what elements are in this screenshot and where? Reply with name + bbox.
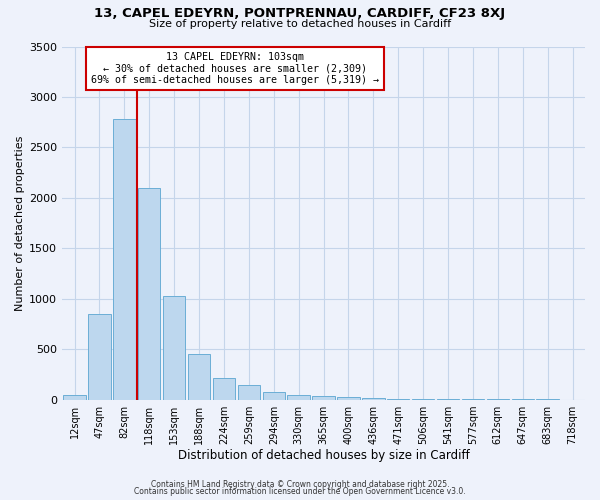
Bar [337,397,359,400]
Text: 13 CAPEL EDEYRN: 103sqm
← 30% of detached houses are smaller (2,309)
69% of semi: 13 CAPEL EDEYRN: 103sqm ← 30% of detache… [91,52,379,85]
Bar [387,398,409,400]
Bar [362,398,385,400]
Bar [287,394,310,400]
Bar [263,392,285,400]
Text: 13, CAPEL EDEYRN, PONTPRENNAU, CARDIFF, CF23 8XJ: 13, CAPEL EDEYRN, PONTPRENNAU, CARDIFF, … [94,8,506,20]
X-axis label: Distribution of detached houses by size in Cardiff: Distribution of detached houses by size … [178,450,469,462]
Bar [213,378,235,400]
Bar [163,296,185,400]
Bar [412,399,434,400]
Text: Contains public sector information licensed under the Open Government Licence v3: Contains public sector information licen… [134,487,466,496]
Text: Contains HM Land Registry data © Crown copyright and database right 2025.: Contains HM Land Registry data © Crown c… [151,480,449,489]
Bar [113,119,136,400]
Bar [437,399,459,400]
Bar [138,188,160,400]
Bar [238,385,260,400]
Bar [64,394,86,400]
Bar [188,354,210,400]
Bar [313,396,335,400]
Bar [88,314,111,400]
Text: Size of property relative to detached houses in Cardiff: Size of property relative to detached ho… [149,19,451,29]
Y-axis label: Number of detached properties: Number of detached properties [15,136,25,310]
